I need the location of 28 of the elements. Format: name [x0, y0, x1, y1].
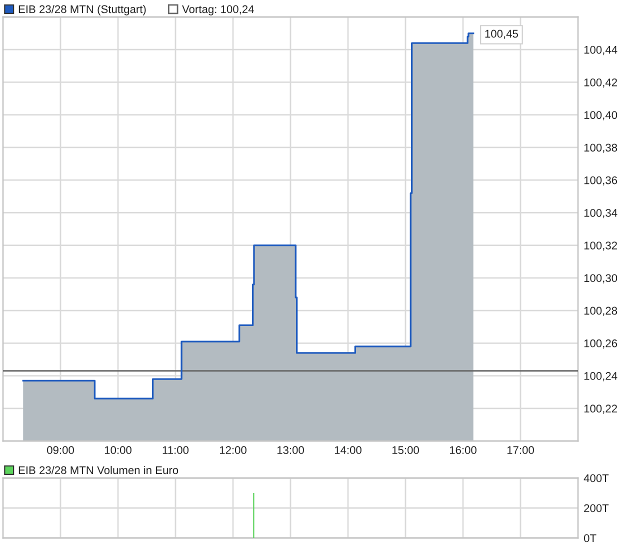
legend-label: Vortag: 100,24 — [182, 5, 254, 16]
y-tick-label: 200T — [584, 504, 609, 512]
x-tick-label: 11:00 — [162, 446, 189, 454]
y-tick-label: 100,30 — [584, 274, 618, 284]
y-tick-label: 100,44 — [584, 46, 618, 56]
x-tick-label: 09:00 — [47, 446, 74, 454]
x-tick-label: 16:00 — [450, 446, 476, 454]
data-label: 100,45 — [485, 30, 518, 39]
y-tick-label: 100,40 — [584, 111, 618, 120]
y-tick-label: 100,42 — [584, 78, 617, 88]
y-tick-label: 100,26 — [584, 339, 618, 349]
y-tick-label: 100,22 — [584, 404, 617, 414]
y-tick-label: 100,34 — [584, 208, 618, 218]
x-tick-label: 15:00 — [392, 446, 419, 454]
y-tick-label: 100,24 — [584, 372, 618, 382]
y-tick-label: 0T — [584, 534, 596, 542]
y-tick-label: 400T — [584, 474, 609, 482]
y-tick-label: 100,36 — [584, 176, 618, 186]
x-tick-label: 13:00 — [277, 446, 304, 454]
x-tick-label: 10:00 — [104, 446, 132, 454]
legend-label: EIB 23/28 MTN Volumen in Euro — [18, 466, 178, 474]
y-tick-label: 100,38 — [584, 144, 618, 153]
x-tick-label: 17:00 — [507, 446, 534, 454]
y-tick-label: 100,28 — [584, 306, 618, 316]
y-tick-label: 100,32 — [584, 242, 617, 251]
legend-label: EIB 23/28 MTN (Stuttgart) — [18, 4, 146, 16]
x-tick-label: 12:00 — [220, 446, 246, 454]
x-tick-label: 14:00 — [334, 446, 362, 454]
